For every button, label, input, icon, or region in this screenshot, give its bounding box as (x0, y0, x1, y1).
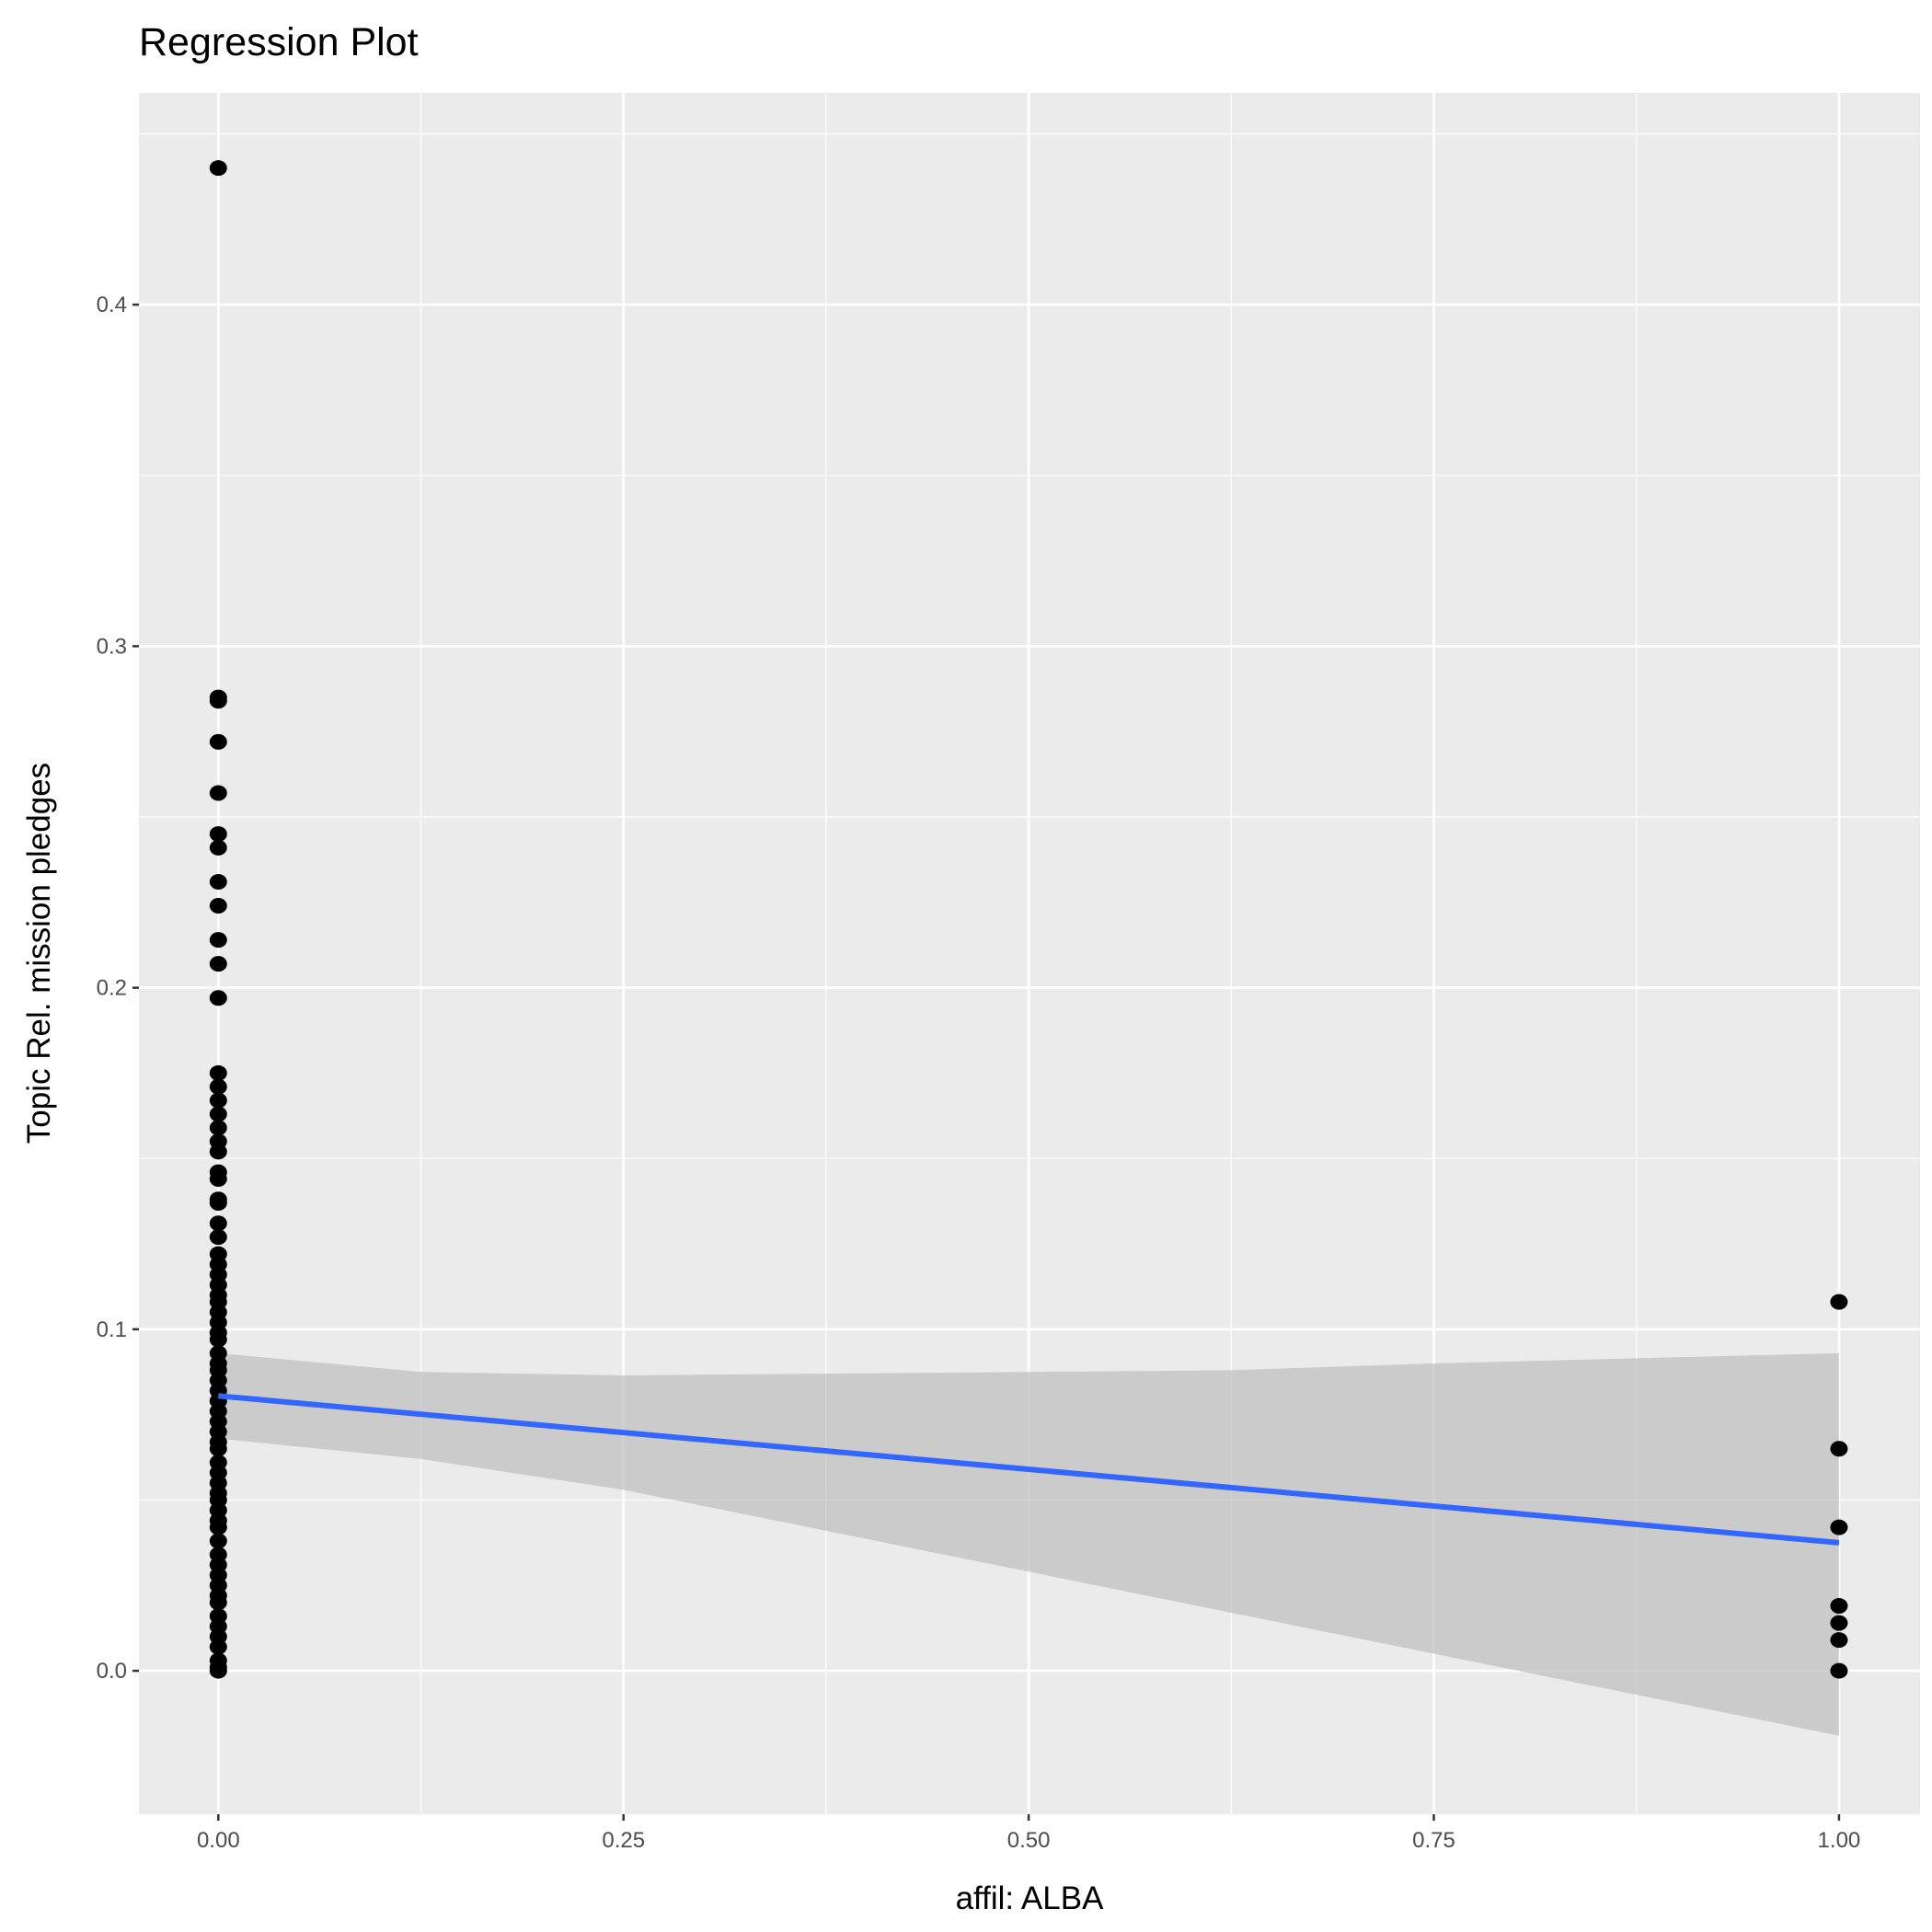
data-point (1830, 1662, 1848, 1679)
x-tick-label: 0.50 (1007, 1828, 1051, 1853)
y-tick-label: 0.2 (97, 976, 127, 1001)
data-point (209, 990, 227, 1006)
data-point (209, 693, 227, 709)
data-point (1830, 1615, 1848, 1631)
data-point (209, 1120, 227, 1136)
data-point (209, 1639, 227, 1655)
y-tick-label: 0.1 (97, 1317, 127, 1342)
data-point (209, 733, 227, 750)
data-point (209, 1229, 227, 1246)
data-point (209, 1144, 227, 1160)
data-point (209, 1078, 227, 1095)
data-point (1830, 1598, 1848, 1615)
data-point (209, 932, 227, 949)
y-tick-label: 0.4 (97, 293, 127, 317)
data-point (209, 1194, 227, 1211)
data-point (209, 1215, 227, 1232)
data-point (209, 160, 227, 177)
data-point (1830, 1632, 1848, 1649)
data-point (209, 1064, 227, 1081)
data-point (209, 1331, 227, 1348)
x-tick-label: 0.00 (197, 1828, 240, 1853)
regression-line (218, 1393, 1840, 1546)
data-point (209, 1519, 227, 1535)
data-point (1830, 1294, 1848, 1310)
x-axis-label: affil: ALBA (956, 1880, 1105, 1916)
data-point (209, 1106, 227, 1122)
data-point (209, 1092, 227, 1109)
y-tick-label: 0.3 (97, 634, 127, 659)
data-point (209, 785, 227, 801)
y-axis-label: Topic Rel. mission pledges (21, 763, 57, 1144)
data-point (209, 1594, 227, 1611)
data-point (209, 1441, 227, 1457)
confidence-band (218, 1352, 1839, 1736)
x-tick-label: 0.25 (602, 1828, 645, 1853)
chart-title: Regression Plot (139, 20, 419, 64)
data-point (209, 826, 227, 843)
data-point (1830, 1519, 1848, 1535)
data-point (209, 1171, 227, 1188)
data-point (209, 956, 227, 972)
data-point (209, 1533, 227, 1549)
data-point (209, 839, 227, 856)
y-tick-label: 0.0 (97, 1659, 127, 1684)
x-tick-label: 0.75 (1412, 1828, 1455, 1853)
data-point (209, 1662, 227, 1679)
data-point (209, 898, 227, 914)
data-point (1830, 1441, 1848, 1457)
x-tick-label: 1.00 (1818, 1828, 1861, 1853)
data-point (209, 874, 227, 891)
